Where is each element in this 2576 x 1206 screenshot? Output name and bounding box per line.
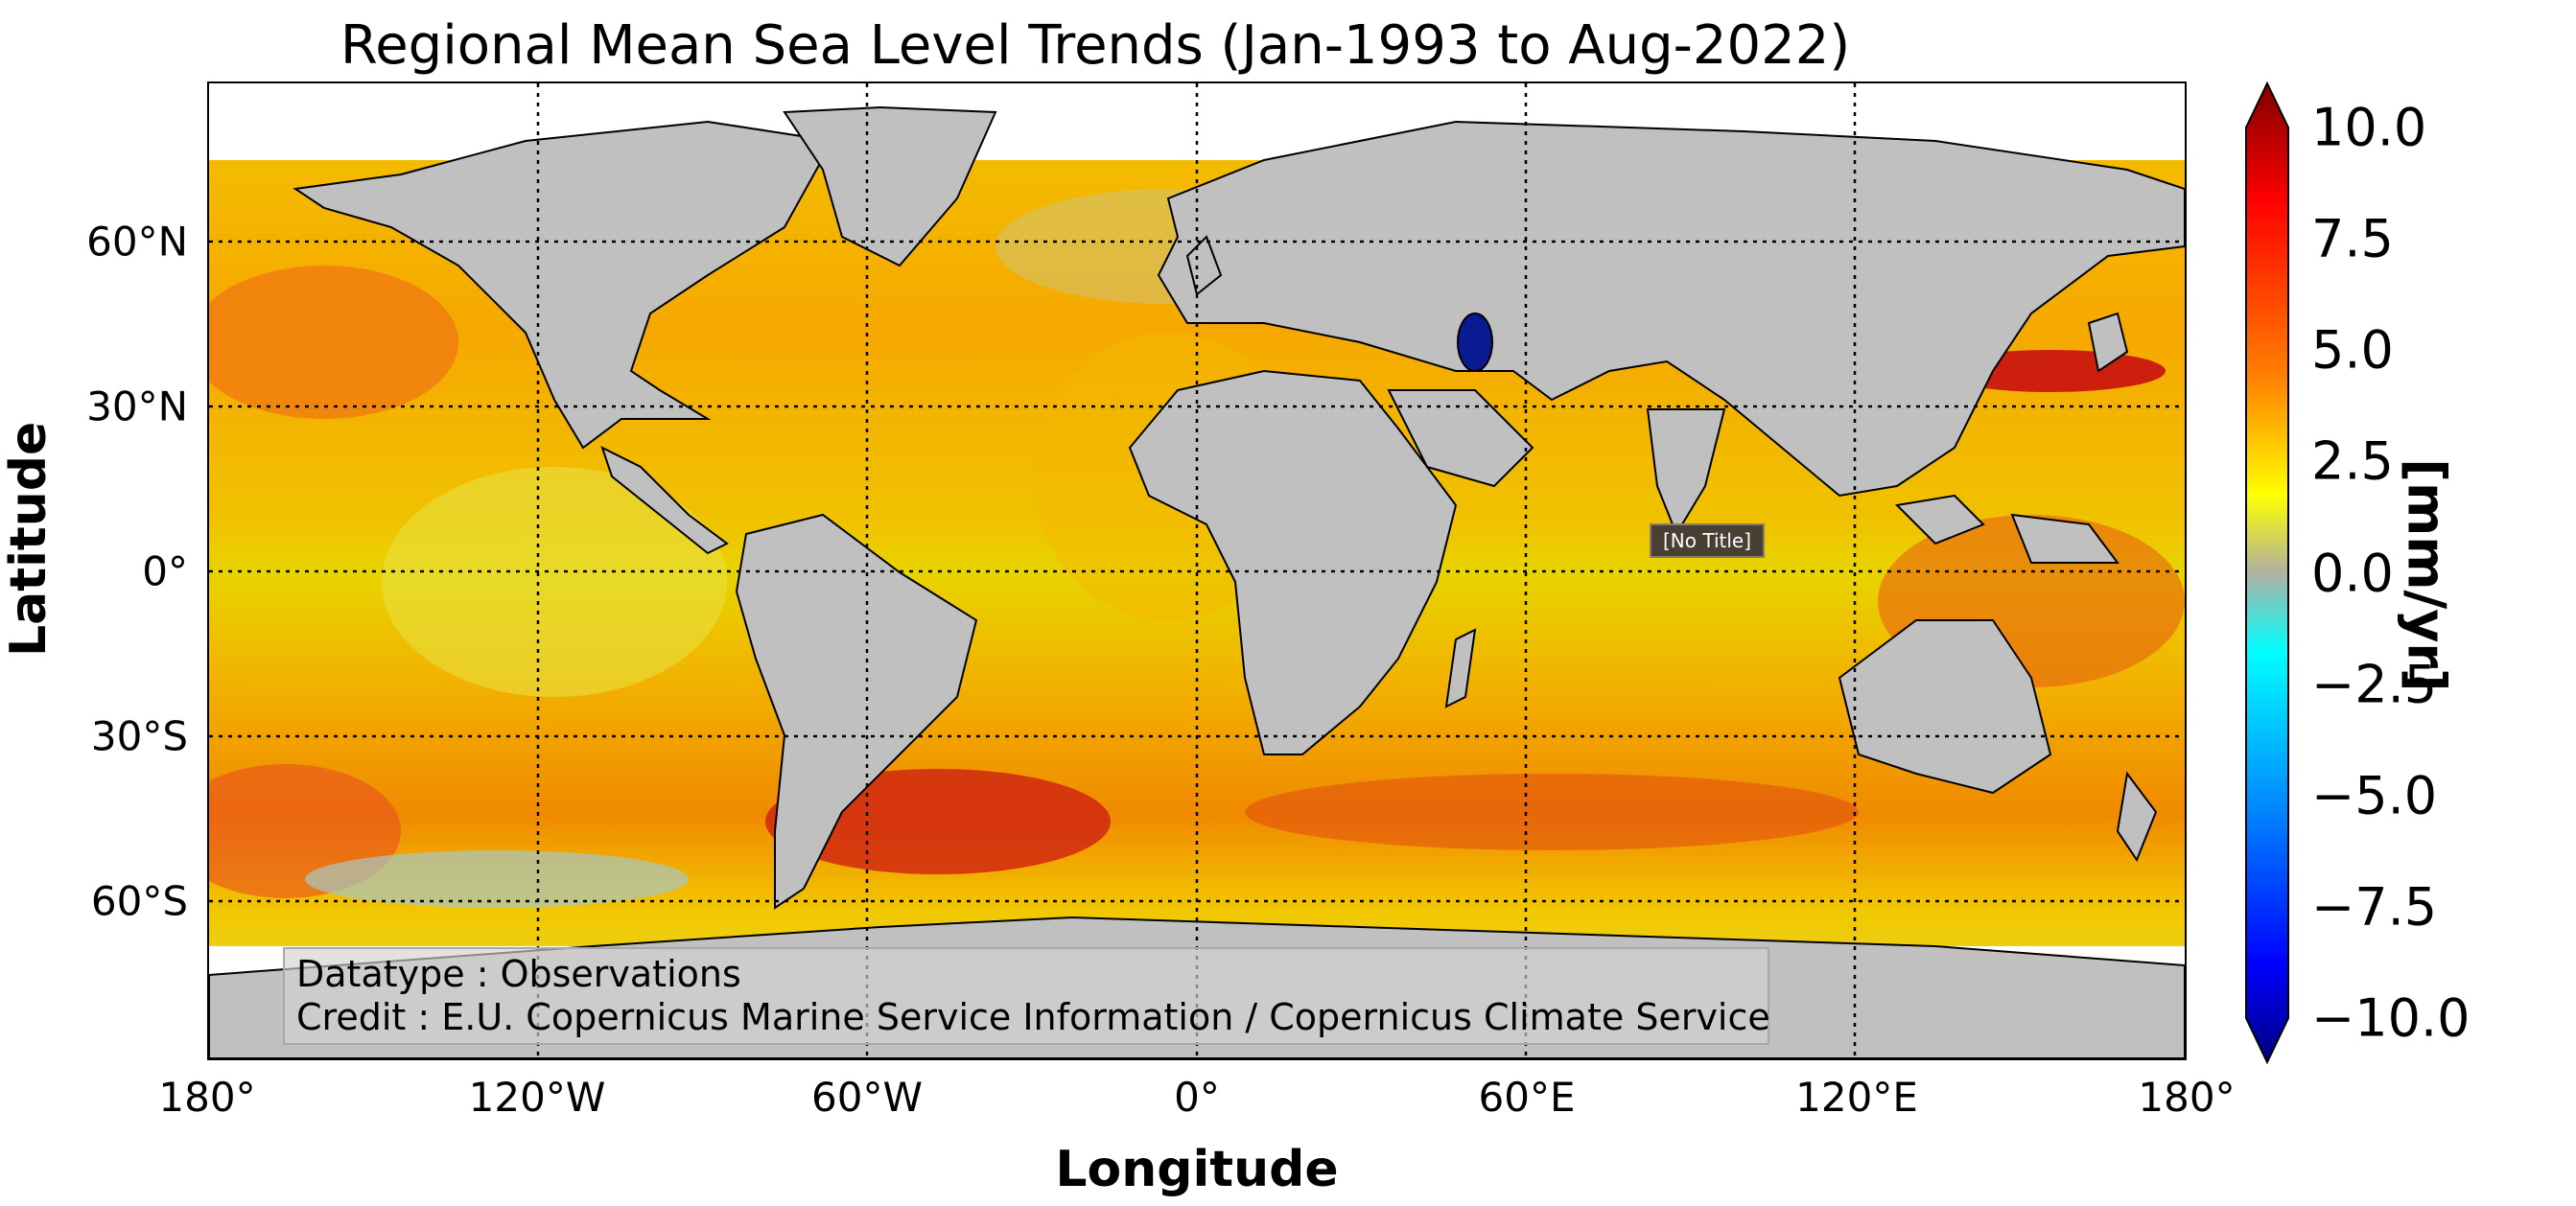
datatype-text: Datatype : Observations — [296, 953, 741, 995]
colorbar-label: [mm/yr] — [2396, 458, 2457, 692]
colorbar-tick: 2.5 — [2311, 430, 2394, 492]
credit-text: Credit : E.U. Copernicus Marine Service … — [296, 996, 1770, 1038]
colorbar-tick: 5.0 — [2311, 319, 2394, 381]
y-tick-label: 60°S — [90, 877, 188, 925]
tooltip-label[interactable]: [No Title] — [1650, 523, 1766, 558]
x-axis-label: Longitude — [1055, 1141, 1339, 1198]
y-tick-label: 30°N — [86, 383, 188, 430]
colorbar-tick: −2.5 — [2311, 654, 2438, 715]
map-area[interactable] — [207, 81, 2187, 1060]
caspian-sea — [1457, 313, 1493, 372]
trend-patch — [305, 850, 689, 908]
gridlines — [209, 83, 2185, 1058]
x-tick-label: 120°W — [468, 1074, 606, 1121]
y-tick-label: 60°N — [86, 218, 188, 266]
colorbar-tick: −5.0 — [2311, 765, 2438, 826]
x-tick-label: 60°W — [811, 1074, 923, 1121]
x-tick-label: 180° — [2138, 1074, 2236, 1121]
x-tick-label: 0° — [1174, 1074, 1220, 1121]
credit-box: Datatype : Observations Credit : E.U. Co… — [283, 947, 1770, 1045]
trend-patch — [1245, 774, 1859, 850]
colorbar-tick: 0.0 — [2311, 543, 2394, 604]
y-tick-label: 30°S — [90, 712, 188, 760]
colorbar — [2245, 81, 2289, 1064]
map-title: Regional Mean Sea Level Trends (Jan-1993… — [340, 14, 1851, 77]
colorbar-tick: −10.0 — [2311, 987, 2471, 1049]
x-tick-label: 120°E — [1795, 1074, 1918, 1121]
colorbar-tick: 10.0 — [2311, 97, 2427, 158]
colorbar-tick: −7.5 — [2311, 876, 2438, 938]
x-tick-label: 180° — [158, 1074, 256, 1121]
y-axis-label: Latitude — [0, 421, 58, 657]
world-map — [209, 83, 2185, 1058]
x-tick-label: 60°E — [1478, 1074, 1576, 1121]
trend-patch — [209, 266, 458, 419]
trend-patch — [382, 467, 727, 697]
colorbar-tick: 7.5 — [2311, 208, 2394, 269]
y-tick-label: 0° — [142, 547, 188, 595]
